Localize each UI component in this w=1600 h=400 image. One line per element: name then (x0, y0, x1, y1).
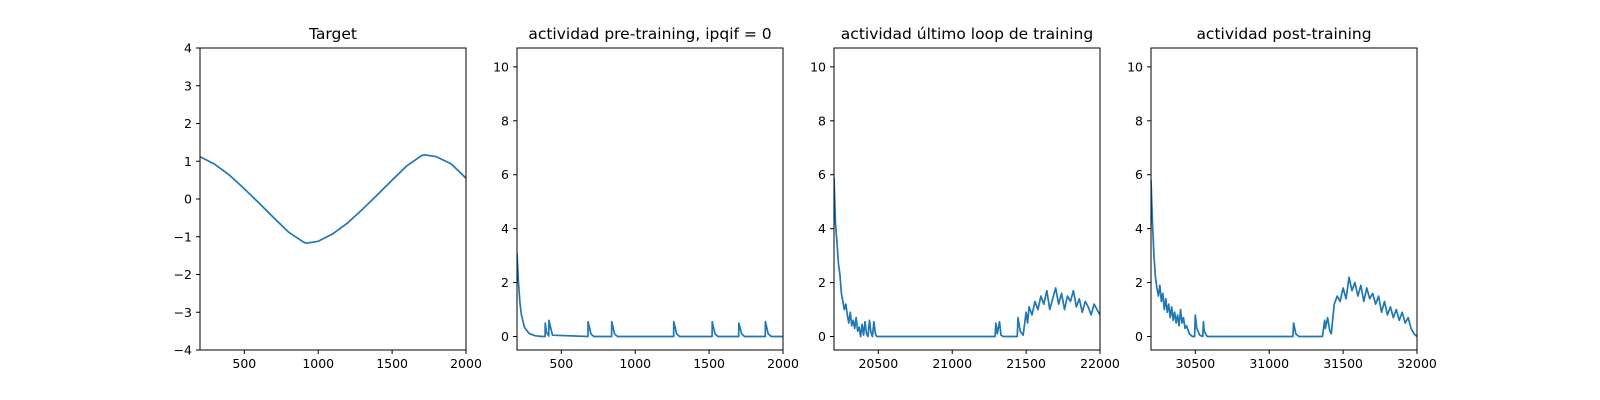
y-tick-label: 3 (184, 78, 192, 93)
y-tick-label: 10 (1127, 59, 1143, 74)
y-tick-label: 4 (1135, 221, 1143, 236)
series-line (517, 252, 783, 338)
y-tick-label: 0 (818, 329, 826, 344)
chart-title: actividad post-training (1196, 25, 1371, 43)
x-tick-label: 1500 (376, 356, 408, 371)
x-tick-label: 32000 (1397, 356, 1437, 371)
y-tick-label: 8 (818, 113, 826, 128)
y-tick-label: −2 (174, 267, 192, 282)
y-tick-label: 0 (501, 329, 509, 344)
y-tick-label: 1 (184, 154, 192, 169)
y-tick-label: 10 (493, 59, 509, 74)
y-tick-label: 10 (810, 59, 826, 74)
y-tick-label: −3 (174, 305, 192, 320)
x-tick-label: 2000 (450, 356, 482, 371)
chart-panel-3: 20500 21000 21500 22000 0 2 4 6 8 10 actividad últ… (810, 25, 1120, 371)
y-tick-label: 6 (501, 167, 509, 182)
x-tick-label: 20500 (858, 356, 898, 371)
y-tick-label: 0 (184, 192, 192, 207)
chart-panel-1: 500 1000 1500 2000 −4 −3 −2 −1 0 1 2 3 4 Target (174, 25, 482, 371)
series-line (1151, 180, 1417, 338)
y-tick-label: 6 (818, 167, 826, 182)
chart-title: actividad último loop de training (841, 25, 1093, 43)
x-tick-label: 500 (232, 356, 256, 371)
y-tick-label: 2 (818, 275, 826, 290)
y-tick-label: 2 (501, 275, 509, 290)
y-tick-label: 8 (1135, 113, 1143, 128)
x-tick-label: 30500 (1175, 356, 1215, 371)
series-line (200, 153, 466, 245)
y-tick-label: 4 (501, 221, 509, 236)
x-tick-label: 500 (549, 356, 573, 371)
x-tick-label: 31000 (1249, 356, 1289, 371)
y-tick-label: −1 (174, 229, 192, 244)
x-tick-label: 1000 (302, 356, 334, 371)
axes-frame (516, 47, 784, 351)
y-tick-label: 4 (184, 41, 192, 56)
axes-frame (199, 47, 467, 351)
x-tick-label: 22000 (1080, 356, 1120, 371)
y-tick-label: 2 (1135, 275, 1143, 290)
axes-frame (1150, 47, 1418, 351)
y-tick-label: 8 (501, 113, 509, 128)
series-line (834, 177, 1100, 338)
chart-title: actividad pre-training, ipqif = 0 (528, 25, 771, 43)
y-tick-label: 2 (184, 116, 192, 131)
y-tick-label: 0 (1135, 329, 1143, 344)
x-tick-label: 2000 (767, 356, 799, 371)
y-tick-label: 6 (1135, 167, 1143, 182)
x-tick-label: 21500 (1006, 356, 1046, 371)
chart-panel-4: 30500 31000 31500 32000 0 2 4 6 8 10 actividad pos… (1127, 25, 1437, 371)
chart-title: Target (308, 25, 357, 43)
y-tick-label: −4 (174, 343, 192, 358)
chart-panel-2: 500 1000 1500 2000 0 2 4 6 8 10 actividad pre-trai… (493, 25, 799, 371)
y-tick-label: 4 (818, 221, 826, 236)
x-tick-label: 1000 (619, 356, 651, 371)
axes-frame (833, 47, 1101, 351)
x-tick-label: 1500 (693, 356, 725, 371)
x-tick-label: 21000 (932, 356, 972, 371)
x-tick-label: 31500 (1323, 356, 1363, 371)
